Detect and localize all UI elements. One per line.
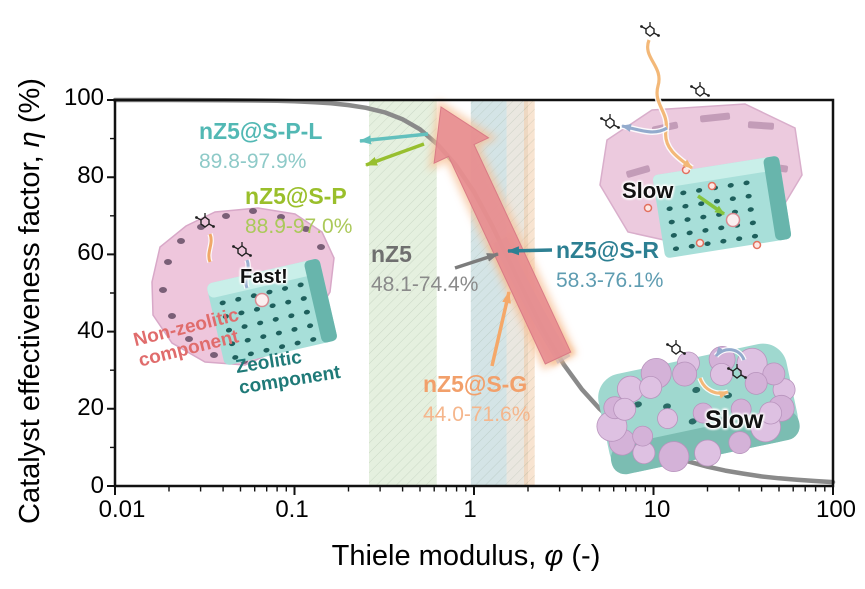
annotation-nz5-s-r: nZ5@S-R 58.3-76.1% xyxy=(556,237,663,293)
y-tick-60: 60 xyxy=(77,239,104,266)
molecule-icon xyxy=(639,21,661,38)
x-axis-label-unit: (-) xyxy=(563,540,601,572)
annotation-label: nZ5 xyxy=(371,241,412,267)
smiley-molecule xyxy=(725,212,741,228)
illustration-bead-covered-core xyxy=(596,339,800,475)
eta-symbol: η xyxy=(14,131,46,148)
smiley-molecule xyxy=(254,292,270,308)
x-axis-label: Thiele modulus, φ (-) xyxy=(266,540,666,573)
zeolite-core xyxy=(207,259,337,365)
y-tick-100: 100 xyxy=(63,84,104,111)
annotation-nz5-s-g: nZ5@S-G 44.0-71.6% xyxy=(423,371,530,427)
y-axis-label: Catalyst effectiveness factor, η (%) xyxy=(14,1,50,589)
reaction-arrow-green xyxy=(697,194,725,216)
band-green xyxy=(369,100,437,486)
illustration-slotted-shell xyxy=(599,21,803,258)
x-tick-0.1: 0.1 xyxy=(275,496,309,523)
annotation-label: nZ5@S-R xyxy=(556,237,659,263)
y-tick-40: 40 xyxy=(77,317,104,344)
y-axis-label-text: Catalyst effectiveness factor, xyxy=(14,147,46,524)
annotation-range: 58.3-76.1% xyxy=(556,268,664,292)
path-blue xyxy=(714,346,746,361)
x-axis-label-text: Thiele modulus, xyxy=(331,540,545,572)
annotation-arrows xyxy=(359,132,553,367)
slow-label-bottom: Slow xyxy=(705,406,764,434)
major-ticks xyxy=(107,99,834,495)
reactant-path-orange xyxy=(646,39,693,170)
y-tick-20: 20 xyxy=(77,394,104,421)
path-orange xyxy=(698,377,729,399)
y-tick-0: 0 xyxy=(90,472,104,499)
arrow-nz5 xyxy=(454,252,499,270)
annotation-range: 89.8-97.9% xyxy=(199,149,307,173)
x-tick-1: 1 xyxy=(463,496,477,523)
annotation-label: nZ5@S-G xyxy=(423,371,528,397)
annotation-label: nZ5@S-P-L xyxy=(199,118,323,144)
x-tick-100: 100 xyxy=(815,496,857,523)
fast-label: Fast! xyxy=(240,266,288,288)
annotation-range: 44.0-71.6% xyxy=(423,402,531,426)
x-tick-10: 10 xyxy=(643,496,671,523)
molecule-icon xyxy=(665,339,687,356)
arrow-nz5-s-p-l xyxy=(359,132,429,145)
arrow-nz5-s-g xyxy=(490,291,511,367)
annotation-nz5-s-p: nZ5@S-P 88.9-97.0% xyxy=(245,183,352,239)
annotation-range: 88.9-97.0% xyxy=(245,214,353,238)
molecule-icon xyxy=(689,81,711,98)
y-tick-80: 80 xyxy=(77,162,104,189)
phi-symbol: φ xyxy=(544,540,564,572)
annotation-label: nZ5@S-P xyxy=(245,183,347,209)
product-path-blue xyxy=(621,124,668,134)
diffusion-path-orange xyxy=(207,233,213,263)
pink-beads xyxy=(596,346,796,472)
big-improvement-arrow xyxy=(428,99,577,370)
annotation-nz5: nZ5 48.1-74.4% xyxy=(371,241,478,297)
slow-label-top: Slow xyxy=(622,178,674,203)
molecule-icon xyxy=(599,113,621,130)
arrow-nz5-s-p xyxy=(365,142,425,167)
arrow-nz5-s-r xyxy=(507,246,553,256)
diffusion-path-blue xyxy=(244,259,250,289)
y-axis-label-unit: (%) xyxy=(14,78,46,132)
annotation-range: 48.1-74.4% xyxy=(371,272,479,296)
illustration-core-shell-cutaway xyxy=(151,207,337,366)
minor-ticks xyxy=(110,137,826,492)
x-tick-0.01: 0.01 xyxy=(98,496,146,523)
annotation-nz5-s-p-l: nZ5@S-P-L 89.8-97.9% xyxy=(199,118,322,174)
